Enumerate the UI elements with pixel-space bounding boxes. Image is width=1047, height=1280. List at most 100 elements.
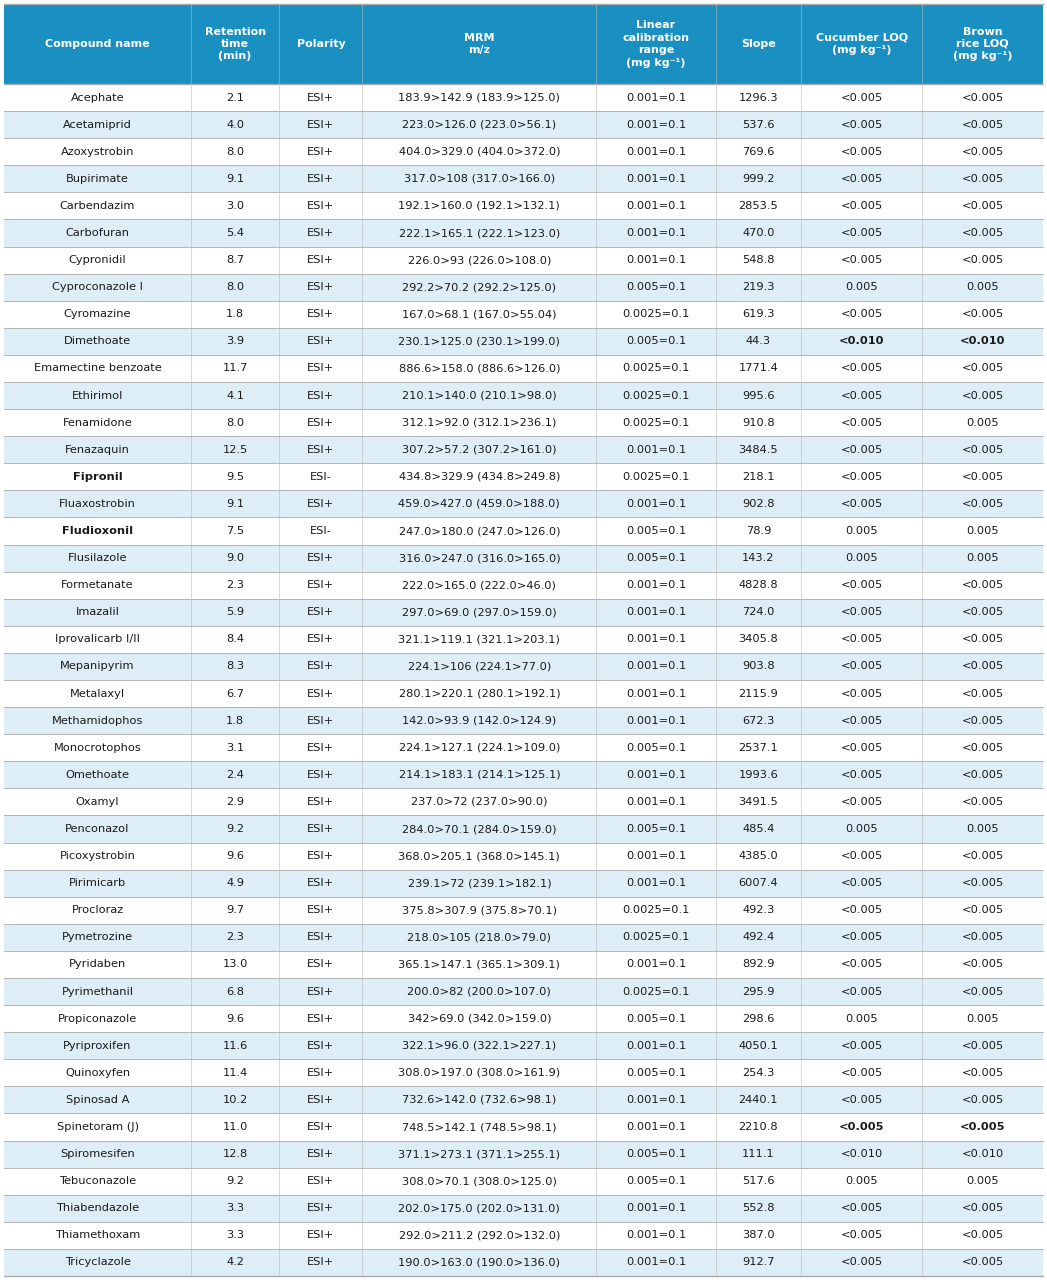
Bar bbox=[801, 192, 922, 219]
Bar bbox=[362, 735, 596, 762]
Text: Brown
rice LOQ
(mg kg⁻¹): Brown rice LOQ (mg kg⁻¹) bbox=[953, 27, 1012, 61]
Bar bbox=[4, 111, 191, 138]
Bar bbox=[4, 1032, 191, 1060]
Text: Tebuconazole: Tebuconazole bbox=[59, 1176, 136, 1187]
Bar bbox=[801, 1032, 922, 1060]
Bar bbox=[362, 381, 596, 410]
Text: Monocrotophos: Monocrotophos bbox=[53, 742, 141, 753]
Bar bbox=[716, 1140, 801, 1167]
Text: 0.005: 0.005 bbox=[966, 1014, 999, 1024]
Bar bbox=[716, 978, 801, 1005]
Bar bbox=[922, 869, 1043, 897]
Bar bbox=[191, 544, 280, 572]
Bar bbox=[362, 165, 596, 192]
Text: ESI+: ESI+ bbox=[308, 769, 334, 780]
Text: <0.005: <0.005 bbox=[961, 310, 1004, 319]
Text: <0.005: <0.005 bbox=[841, 174, 883, 184]
Text: 0.001=0.1: 0.001=0.1 bbox=[626, 960, 686, 969]
Text: Fluaxostrobin: Fluaxostrobin bbox=[59, 499, 136, 509]
Text: 4385.0: 4385.0 bbox=[738, 851, 778, 861]
Text: 8.7: 8.7 bbox=[226, 255, 244, 265]
Text: <0.005: <0.005 bbox=[841, 960, 883, 969]
Text: <0.005: <0.005 bbox=[841, 769, 883, 780]
Bar bbox=[191, 192, 280, 219]
Bar bbox=[4, 978, 191, 1005]
Text: 1296.3: 1296.3 bbox=[738, 92, 778, 102]
Bar bbox=[922, 517, 1043, 544]
Text: <0.005: <0.005 bbox=[841, 228, 883, 238]
Text: <0.010: <0.010 bbox=[961, 1149, 1004, 1160]
Text: <0.005: <0.005 bbox=[961, 797, 1004, 806]
Bar bbox=[191, 762, 280, 788]
Bar bbox=[922, 247, 1043, 274]
Bar bbox=[191, 490, 280, 517]
Text: 210.1>140.0 (210.1>98.0): 210.1>140.0 (210.1>98.0) bbox=[402, 390, 557, 401]
Bar bbox=[596, 165, 716, 192]
Bar bbox=[801, 680, 922, 707]
Text: ESI+: ESI+ bbox=[308, 1176, 334, 1187]
Bar bbox=[801, 328, 922, 355]
Text: 190.0>163.0 (190.0>136.0): 190.0>163.0 (190.0>136.0) bbox=[398, 1257, 560, 1267]
Bar bbox=[716, 951, 801, 978]
Text: Fenazaquin: Fenazaquin bbox=[65, 444, 130, 454]
Text: ESI+: ESI+ bbox=[308, 255, 334, 265]
Text: 459.0>427.0 (459.0>188.0): 459.0>427.0 (459.0>188.0) bbox=[399, 499, 560, 509]
Text: 0.005: 0.005 bbox=[966, 553, 999, 563]
Text: MRM
m/z: MRM m/z bbox=[464, 33, 494, 55]
Text: 11.0: 11.0 bbox=[223, 1123, 248, 1132]
Text: Thiamethoxam: Thiamethoxam bbox=[54, 1230, 140, 1240]
Bar bbox=[362, 951, 596, 978]
Text: <0.005: <0.005 bbox=[841, 499, 883, 509]
Text: 3491.5: 3491.5 bbox=[738, 797, 778, 806]
Bar bbox=[596, 1140, 716, 1167]
Bar bbox=[280, 111, 362, 138]
Text: 0.001=0.1: 0.001=0.1 bbox=[626, 228, 686, 238]
Text: 12.8: 12.8 bbox=[223, 1149, 248, 1160]
Bar bbox=[4, 490, 191, 517]
Bar bbox=[280, 192, 362, 219]
Text: 0.0025=0.1: 0.0025=0.1 bbox=[622, 417, 690, 428]
Bar bbox=[4, 842, 191, 869]
Bar bbox=[362, 192, 596, 219]
Bar bbox=[801, 436, 922, 463]
Bar bbox=[191, 1114, 280, 1140]
Bar bbox=[801, 626, 922, 653]
Text: 0.001=0.1: 0.001=0.1 bbox=[626, 716, 686, 726]
Bar bbox=[596, 978, 716, 1005]
Text: <0.005: <0.005 bbox=[841, 689, 883, 699]
Bar bbox=[280, 1140, 362, 1167]
Text: 0.0025=0.1: 0.0025=0.1 bbox=[622, 987, 690, 997]
Bar bbox=[922, 111, 1043, 138]
Bar bbox=[716, 735, 801, 762]
Text: 3484.5: 3484.5 bbox=[738, 444, 778, 454]
Bar bbox=[362, 1005, 596, 1032]
Text: <0.005: <0.005 bbox=[961, 147, 1004, 156]
Bar bbox=[191, 1087, 280, 1114]
Bar bbox=[801, 410, 922, 436]
Text: 485.4: 485.4 bbox=[742, 824, 775, 835]
Text: 0.005=0.1: 0.005=0.1 bbox=[626, 526, 686, 536]
Text: <0.010: <0.010 bbox=[841, 1149, 883, 1160]
Bar bbox=[801, 490, 922, 517]
Text: ESI+: ESI+ bbox=[308, 444, 334, 454]
Bar bbox=[362, 1140, 596, 1167]
Text: 12.5: 12.5 bbox=[223, 444, 248, 454]
Text: <0.005: <0.005 bbox=[961, 1230, 1004, 1240]
Text: 0.001=0.1: 0.001=0.1 bbox=[626, 1257, 686, 1267]
Text: 0.005: 0.005 bbox=[966, 282, 999, 292]
Text: ESI+: ESI+ bbox=[308, 147, 334, 156]
Bar bbox=[362, 1114, 596, 1140]
Text: ESI+: ESI+ bbox=[308, 662, 334, 672]
Bar bbox=[4, 1140, 191, 1167]
Text: 142.0>93.9 (142.0>124.9): 142.0>93.9 (142.0>124.9) bbox=[402, 716, 556, 726]
Bar bbox=[280, 815, 362, 842]
Text: 619.3: 619.3 bbox=[742, 310, 775, 319]
Text: 2853.5: 2853.5 bbox=[738, 201, 778, 211]
Bar bbox=[801, 165, 922, 192]
Bar bbox=[191, 1060, 280, 1087]
Text: <0.005: <0.005 bbox=[841, 797, 883, 806]
Bar bbox=[4, 463, 191, 490]
Text: 0.001=0.1: 0.001=0.1 bbox=[626, 769, 686, 780]
Text: 11.4: 11.4 bbox=[223, 1068, 248, 1078]
Bar bbox=[922, 978, 1043, 1005]
